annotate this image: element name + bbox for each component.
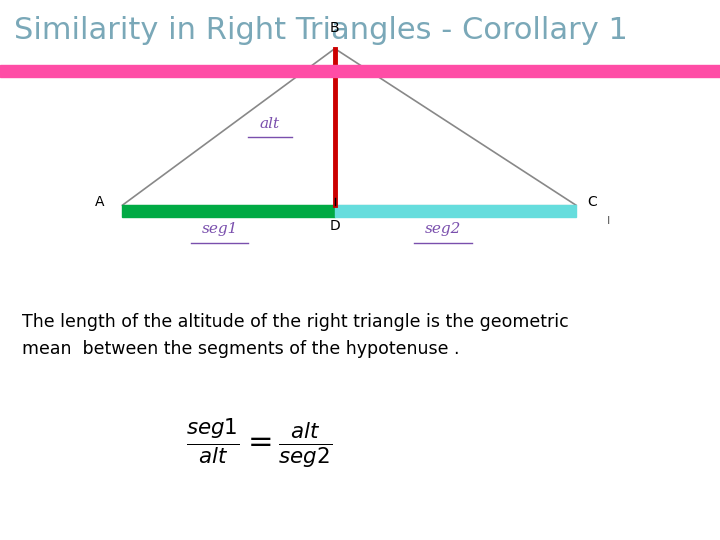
Text: alt: alt [260,117,280,131]
Text: C: C [587,195,597,210]
Text: The length of the altitude of the right triangle is the geometric
mean  between : The length of the altitude of the right … [22,313,568,357]
Text: $\frac{\mathit{seg1}}{\mathit{alt}} = \frac{\mathit{alt}}{\mathit{seg2}}$: $\frac{\mathit{seg1}}{\mathit{alt}} = \f… [186,416,332,470]
Text: D: D [330,219,340,233]
Text: B: B [330,21,340,35]
Bar [335,205,576,217]
Text: I: I [607,217,610,226]
Text: seg1: seg1 [202,222,238,237]
Bar [122,205,335,217]
Bar [0,65,720,77]
Text: seg2: seg2 [425,222,461,237]
Text: A: A [95,195,104,210]
Text: Similarity in Right Triangles - Corollary 1: Similarity in Right Triangles - Corollar… [14,16,629,45]
